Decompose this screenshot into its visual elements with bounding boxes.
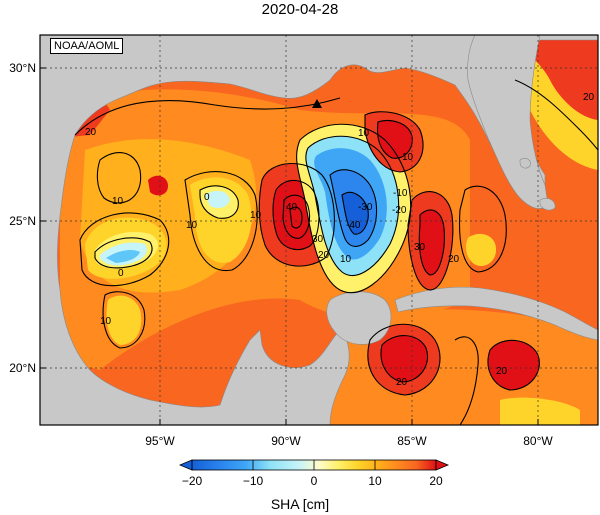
contour-label: 10 (358, 128, 370, 139)
contour-label: 10 (100, 316, 112, 327)
colorbar-tick-label: −20 (182, 474, 203, 488)
contour-label: -30 (358, 202, 373, 213)
contour-label: 10 (340, 254, 352, 265)
contour-label: 0 (204, 192, 210, 203)
colorbar-tick-label: 10 (368, 474, 382, 488)
contour-label: 10 (112, 196, 124, 207)
lat-label-25n: 25°N (9, 214, 36, 228)
contour-label: -20 (392, 205, 407, 216)
contour-label: 20 (85, 127, 97, 138)
contour-label: 20 (396, 377, 408, 388)
contour-label-group: 20 10 10 0 10 10 0 40 30 20 10 10 -10 -2… (85, 92, 595, 388)
colorbar-low-arrow (178, 459, 193, 471)
tick-marks (40, 67, 539, 425)
graticule (40, 35, 598, 425)
contour-label: -40 (346, 220, 361, 231)
colorbar-title: SHA [cm] (270, 496, 330, 512)
colorbar-tick-label: −10 (243, 474, 264, 488)
contour-label: 10 (250, 210, 262, 221)
contour-label: 20 (583, 92, 595, 103)
colorbar-tick-label: 0 (311, 474, 318, 488)
contour-lines (74, 79, 598, 425)
lon-label-90w: 90°W (271, 434, 301, 448)
plot-frame (39, 34, 599, 426)
triangle-marker (312, 99, 322, 108)
lat-label-30n: 30°N (9, 61, 36, 75)
contour-label: 30 (312, 234, 324, 245)
contour-label: 20 (318, 250, 330, 261)
colorbar: −20 −10 0 10 20 (178, 459, 450, 488)
colorbar-tick-label: 20 (429, 474, 443, 488)
contour-label: -10 (393, 188, 408, 199)
contour-label: 20 (448, 254, 460, 265)
map-plot-area: 20 10 10 0 10 10 0 40 30 20 10 10 -10 -2… (40, 35, 598, 425)
lon-label-85w: 85°W (397, 434, 427, 448)
lon-label-80w: 80°W (523, 434, 553, 448)
contour-label: 10 (402, 152, 414, 163)
map-title: 2020-04-28 (261, 1, 339, 18)
colorbar-high-arrow (435, 459, 450, 471)
contour-label: 0 (118, 268, 124, 279)
lat-label-20n: 20°N (9, 361, 36, 375)
lon-label-95w: 95°W (145, 434, 175, 448)
credit-label: NOAA/AOML (50, 38, 124, 54)
contour-label: 20 (496, 366, 508, 377)
contour-label: 10 (186, 220, 198, 231)
contour-label: 30 (414, 242, 426, 253)
contour-label: 40 (286, 202, 298, 213)
colorbar-ticks (191, 460, 437, 470)
land (40, 35, 598, 425)
